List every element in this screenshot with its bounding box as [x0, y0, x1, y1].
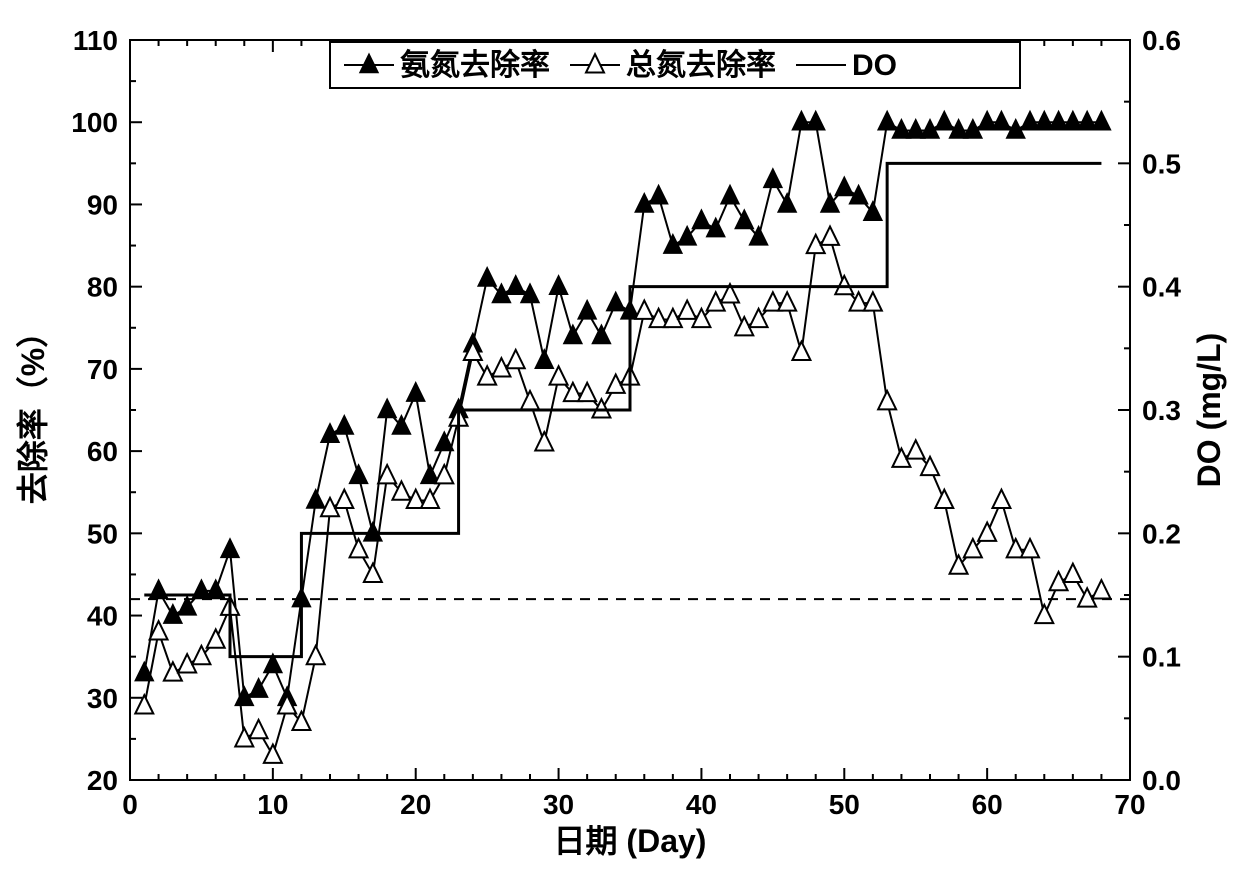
- y-left-tick-label: 40: [87, 601, 118, 632]
- x-tick-label: 30: [543, 789, 574, 820]
- x-tick-label: 40: [686, 789, 717, 820]
- legend-label: 总氮去除率: [626, 48, 776, 82]
- x-tick-label: 70: [1114, 789, 1145, 820]
- y-left-tick-label: 80: [87, 272, 118, 303]
- chart: 0 10 20 30 40 50 60 70 20 30 40 50 60 70 80 90 100 110 0.0…: [0, 0, 1240, 872]
- legend-label: DO: [852, 49, 897, 82]
- y-left-tick-label: 60: [87, 436, 118, 467]
- legend-label: 氨氮去除率: [400, 48, 550, 82]
- y-right-tick-label: 0.3: [1142, 395, 1181, 426]
- y-right-tick-label: 0.1: [1142, 642, 1181, 673]
- y-left-tick-label: 110: [73, 25, 118, 56]
- y-right-tick-label: 0.6: [1142, 25, 1181, 56]
- x-tick-label: 10: [257, 789, 288, 820]
- y-right-tick-label: 0.5: [1142, 148, 1181, 179]
- y-left-tick-label: 30: [87, 683, 118, 714]
- y-left-tick-label: 70: [87, 354, 118, 385]
- x-tick-label: 50: [829, 789, 860, 820]
- y-left-tick-label: 90: [87, 189, 118, 220]
- y-right-axis-label: DO (mg/L): [1191, 333, 1227, 488]
- series-DO: [144, 163, 1101, 656]
- y-left-tick-label: 50: [87, 518, 118, 549]
- y-right-tick-label: 0.0: [1142, 765, 1181, 796]
- x-tick-label: 20: [400, 789, 431, 820]
- y-right-tick-label: 0.2: [1142, 518, 1181, 549]
- y-left-axis-label: 去除率（%）: [15, 316, 51, 504]
- y-left-tick-label: 100: [71, 107, 118, 138]
- y-left-tick-label: 20: [87, 765, 118, 796]
- x-axis-label: 日期 (Day): [554, 823, 707, 859]
- x-tick-label: 60: [972, 789, 1003, 820]
- y-right-tick-label: 0.4: [1142, 272, 1181, 303]
- x-tick-label: 0: [122, 789, 138, 820]
